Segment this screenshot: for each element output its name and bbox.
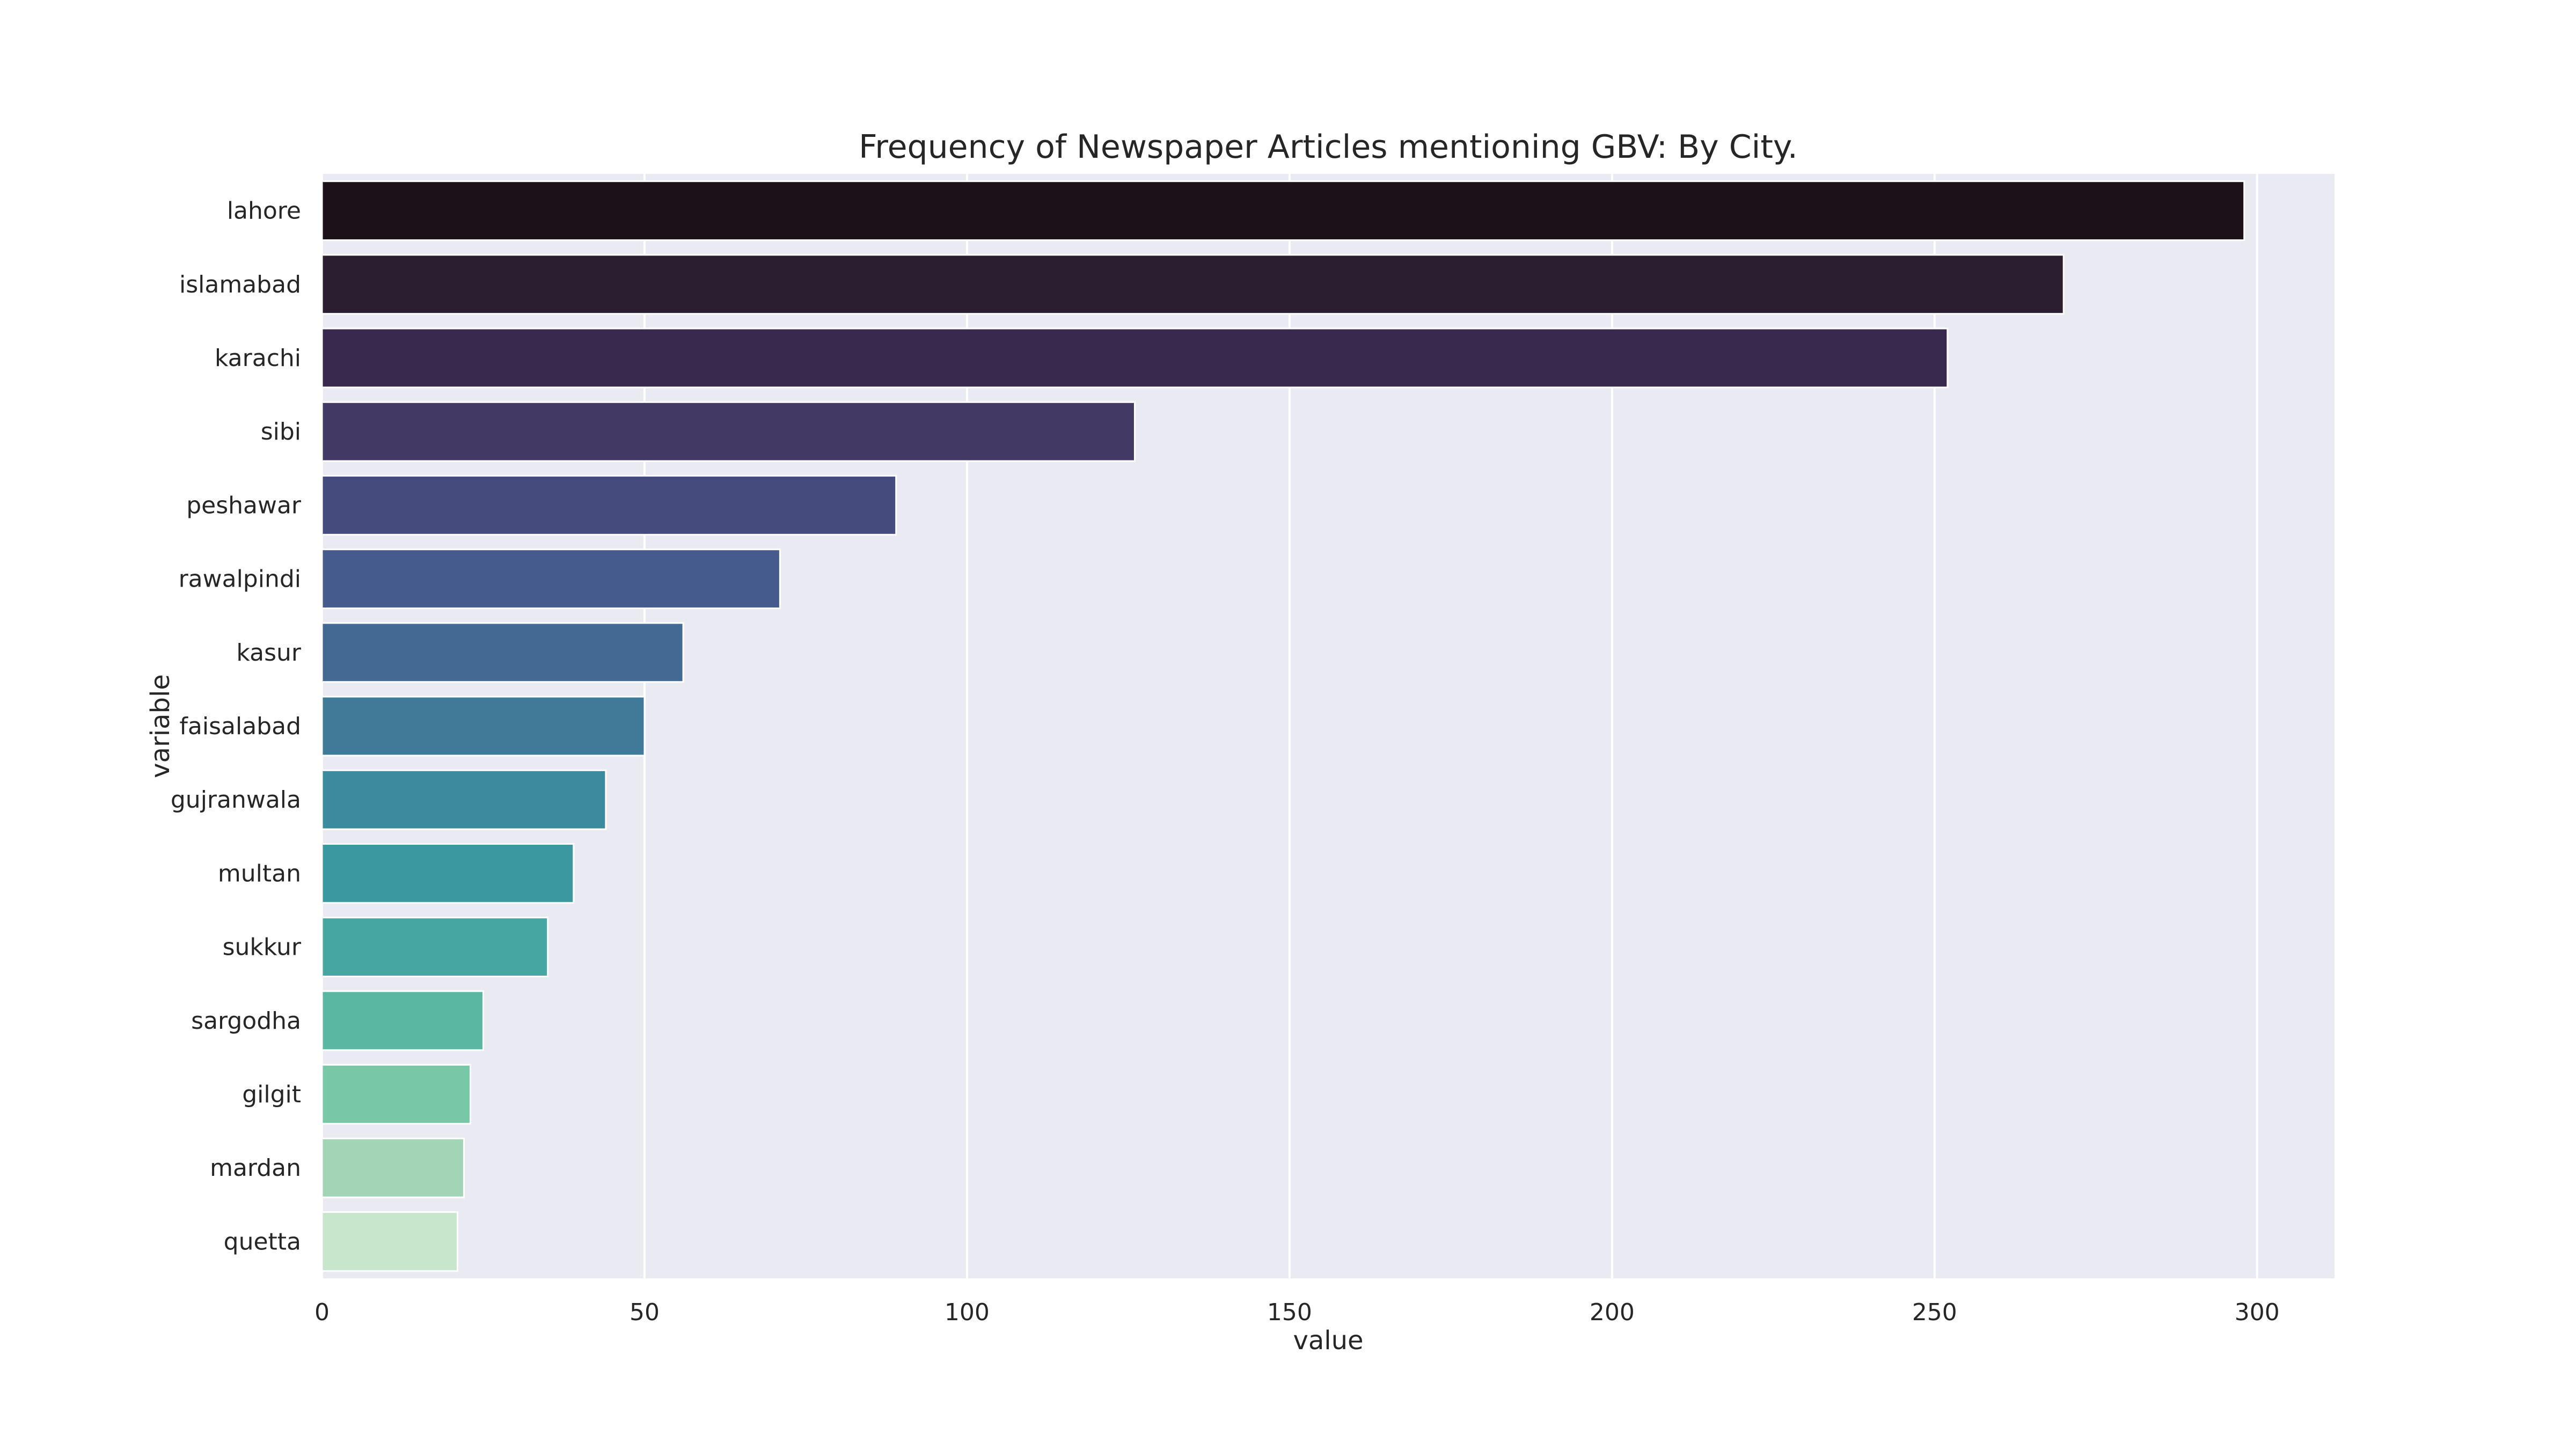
x-tick-label-100: 100: [945, 1299, 990, 1326]
y-tick-label-gujranwala: gujranwala: [171, 786, 301, 814]
y-tick-label-kasur: kasur: [236, 639, 301, 667]
y-axis-label: variable: [145, 674, 175, 778]
bar-karachi: [321, 327, 1949, 389]
bar-islamabad: [321, 254, 2065, 315]
bar-peshawar: [321, 475, 897, 536]
bar-gujranwala: [321, 769, 607, 830]
y-tick-label-sukkur: sukkur: [223, 934, 302, 961]
bar-rawalpindi: [321, 548, 781, 609]
x-tick-label-300: 300: [2235, 1299, 2280, 1326]
x-tick-label-150: 150: [1267, 1299, 1312, 1326]
y-tick-label-lahore: lahore: [227, 197, 301, 225]
bar-quetta: [321, 1211, 458, 1272]
y-tick-label-mardan: mardan: [210, 1154, 301, 1182]
x-tick-label-250: 250: [1912, 1299, 1957, 1326]
y-tick-label-islamabad: islamabad: [179, 271, 301, 298]
y-tick-label-karachi: karachi: [215, 345, 301, 372]
chart-title: Frequency of Newspaper Articles mentioni…: [859, 128, 1798, 166]
y-tick-label-rawalpindi: rawalpindi: [179, 566, 301, 593]
bars-layer: [321, 180, 2245, 1272]
bar-kasur: [321, 622, 684, 683]
bar-multan: [321, 843, 575, 904]
y-tick-label-sargodha: sargodha: [191, 1007, 301, 1035]
bar-gilgit: [321, 1064, 471, 1125]
y-tick-label-peshawar: peshawar: [186, 492, 302, 519]
bar-sibi: [321, 401, 1136, 462]
bar-mardan: [321, 1137, 465, 1198]
x-tick-labels: 0 50 100 150 200 250 300: [314, 1299, 2280, 1326]
y-tick-label-sibi: sibi: [261, 418, 301, 445]
x-tick-label-50: 50: [630, 1299, 660, 1326]
y-tick-label-quetta: quetta: [224, 1228, 301, 1255]
x-axis-label: value: [1293, 1326, 1363, 1356]
y-tick-label-gilgit: gilgit: [242, 1081, 301, 1108]
x-tick-label-0: 0: [314, 1299, 330, 1326]
x-tick-label-200: 200: [1590, 1299, 1635, 1326]
y-tick-label-multan: multan: [218, 860, 301, 887]
bar-lahore: [321, 180, 2245, 241]
bar-sukkur: [321, 917, 549, 977]
y-tick-labels: lahore islamabad karachi sibi peshawar rawalp…: [171, 197, 302, 1256]
bar-sargodha: [321, 990, 484, 1051]
y-tick-label-faisalabad: faisalabad: [179, 713, 301, 740]
bar-faisalabad: [321, 696, 646, 757]
